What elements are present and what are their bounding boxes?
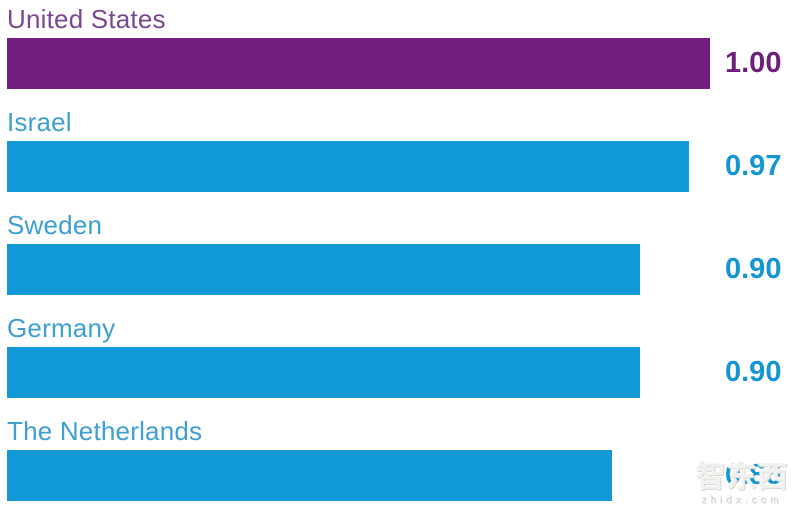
chart-row: Israel 0.97 (7, 107, 797, 192)
value-label: 0.90 (725, 253, 782, 285)
chart-row: Sweden 0.90 (7, 210, 797, 295)
value-label: 0.97 (725, 150, 782, 182)
bar-track (7, 347, 710, 398)
chart-row: Germany 0.90 (7, 313, 797, 398)
bar (7, 347, 640, 398)
bar-track (7, 141, 710, 192)
bar (7, 450, 612, 501)
category-label: Sweden (7, 210, 103, 240)
bar-line: 0.90 (7, 244, 797, 295)
value-label: 0.86 (725, 459, 782, 491)
bar-line: 0.90 (7, 347, 797, 398)
bar (7, 141, 689, 192)
category-label: United States (7, 4, 166, 34)
category-label: Israel (7, 107, 72, 137)
bar-line: 1.00 (7, 38, 797, 89)
category-label: Germany (7, 313, 116, 343)
bar-chart-rows: United States 1.00 Israel 0.97 Sweden 0.90 Ger… (7, 4, 797, 515)
bar-track (7, 450, 710, 501)
chart-row: The Netherlands 0.86 (7, 416, 797, 501)
bar (7, 244, 640, 295)
bar-line: 0.97 (7, 141, 797, 192)
bar-track (7, 244, 710, 295)
value-label: 1.00 (725, 47, 782, 79)
chart-row: United States 1.00 (7, 4, 797, 89)
bar-track (7, 38, 710, 89)
category-label: The Netherlands (7, 416, 203, 446)
bar-line: 0.86 (7, 450, 797, 501)
bar (7, 38, 710, 89)
value-label: 0.90 (725, 356, 782, 388)
